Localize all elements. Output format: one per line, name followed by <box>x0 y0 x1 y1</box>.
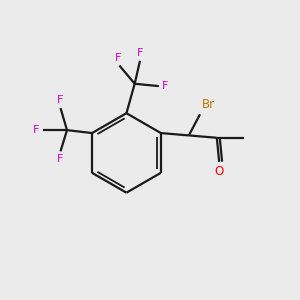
Text: F: F <box>162 81 169 91</box>
Text: Br: Br <box>202 98 214 111</box>
Text: F: F <box>57 154 64 164</box>
Text: F: F <box>57 95 64 105</box>
Text: F: F <box>33 125 39 135</box>
Text: F: F <box>115 52 121 62</box>
Text: F: F <box>137 48 143 58</box>
Text: O: O <box>214 166 224 178</box>
